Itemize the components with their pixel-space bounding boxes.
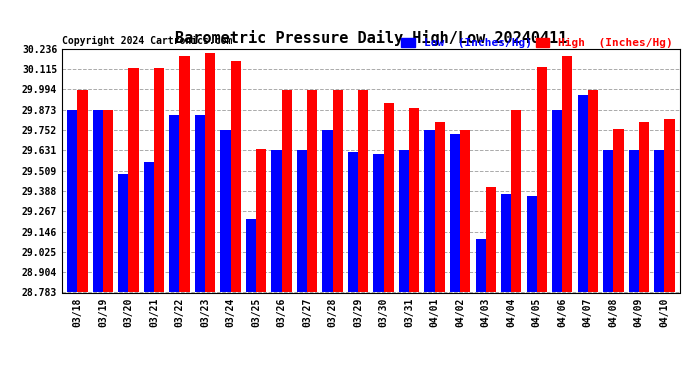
Bar [537, 66, 547, 292]
Bar [256, 149, 266, 292]
Legend: Low  (Inches/Hg), High  (Inches/Hg): Low (Inches/Hg), High (Inches/Hg) [400, 37, 674, 50]
Bar [578, 95, 588, 292]
Bar [639, 122, 649, 292]
Bar [205, 53, 215, 292]
Bar [154, 68, 164, 292]
Bar [271, 150, 282, 292]
Bar [230, 62, 241, 292]
Bar [179, 57, 190, 292]
Bar [526, 196, 537, 292]
Bar [118, 174, 128, 292]
Bar [460, 130, 471, 292]
Bar [307, 90, 317, 292]
Bar [220, 130, 230, 292]
Bar [297, 150, 307, 292]
Bar [246, 219, 256, 292]
Bar [333, 90, 343, 292]
Bar [373, 154, 384, 292]
Bar [511, 110, 522, 292]
Text: Copyright 2024 Cartronics.com: Copyright 2024 Cartronics.com [62, 36, 233, 46]
Bar [475, 239, 486, 292]
Bar [629, 150, 639, 292]
Bar [169, 115, 179, 292]
Bar [664, 118, 675, 292]
Title: Barometric Pressure Daily High/Low 20240411: Barometric Pressure Daily High/Low 20240… [175, 30, 567, 46]
Bar [486, 188, 496, 292]
Bar [92, 110, 103, 292]
Bar [654, 150, 664, 292]
Bar [409, 108, 420, 292]
Bar [588, 90, 598, 292]
Bar [348, 152, 358, 292]
Bar [424, 130, 435, 292]
Bar [195, 115, 205, 292]
Bar [603, 150, 613, 292]
Bar [322, 130, 333, 292]
Bar [282, 90, 292, 292]
Bar [399, 150, 409, 292]
Bar [384, 104, 394, 292]
Bar [562, 57, 573, 292]
Bar [67, 110, 77, 292]
Bar [103, 110, 113, 292]
Bar [501, 194, 511, 292]
Bar [613, 129, 624, 292]
Bar [358, 90, 368, 292]
Bar [144, 162, 154, 292]
Bar [435, 122, 445, 292]
Bar [552, 110, 562, 292]
Bar [128, 68, 139, 292]
Bar [450, 134, 460, 292]
Bar [77, 90, 88, 292]
